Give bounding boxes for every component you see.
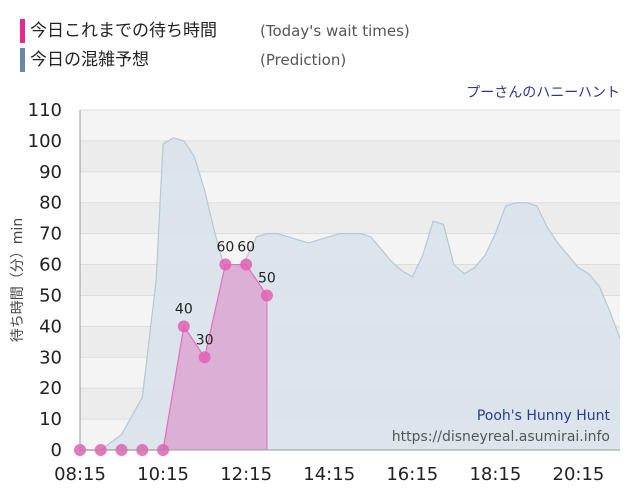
prediction-line xyxy=(80,137,621,451)
today-marker xyxy=(240,258,253,271)
x-tick-label: 08:15 xyxy=(54,464,106,485)
y-tick-label: 90 xyxy=(39,162,62,183)
legend-label-today: 今日これまでの待ち時間 xyxy=(30,21,217,41)
y-tick-label: 100 xyxy=(28,131,62,152)
legend-swatch-prediction xyxy=(20,48,25,72)
y-tick-label: 10 xyxy=(39,409,62,430)
legend-label-prediction: 今日の混雑予想 xyxy=(30,50,149,70)
data-label: 50 xyxy=(258,270,276,286)
grid-band xyxy=(80,140,620,172)
x-tick-label: 12:15 xyxy=(220,464,272,485)
today-area xyxy=(80,264,267,450)
data-label: 40 xyxy=(175,301,193,317)
x-tick-label: 14:15 xyxy=(303,464,355,485)
x-tick-label: 20:15 xyxy=(553,464,605,485)
y-tick-label: 80 xyxy=(39,193,62,214)
today-marker xyxy=(219,258,232,271)
y-tick-label: 50 xyxy=(39,285,62,306)
legend-note-prediction: (Prediction) xyxy=(260,51,347,69)
y-tick-label: 20 xyxy=(39,378,62,399)
y-tick-label: 70 xyxy=(39,224,62,245)
y-tick-label: 60 xyxy=(39,255,62,276)
today-marker xyxy=(177,320,190,333)
data-label: 30 xyxy=(196,332,214,348)
y-tick-label: 30 xyxy=(39,347,62,368)
y-tick-label: 40 xyxy=(39,316,62,337)
today-marker xyxy=(260,289,273,302)
legend-note-today: (Today's wait times) xyxy=(260,22,410,40)
source-url: https://disneyreal.asumirai.info xyxy=(392,429,610,445)
legend-swatch-today xyxy=(20,19,25,43)
x-tick-label: 10:15 xyxy=(137,464,189,485)
attraction-title-en: Pooh's Hunny Hunt xyxy=(477,408,611,424)
data-label: 60 xyxy=(237,240,255,256)
x-tick-label: 18:15 xyxy=(469,464,521,485)
today-marker xyxy=(198,351,211,364)
x-tick-label: 16:15 xyxy=(386,464,438,485)
y-tick-label: 0 xyxy=(51,440,62,461)
data-label: 60 xyxy=(216,240,234,256)
attraction-title-ja: プーさんのハニーハント xyxy=(466,85,620,101)
y-axis-label: 待ち時間（分）min xyxy=(10,218,26,342)
y-tick-label: 110 xyxy=(28,100,62,121)
